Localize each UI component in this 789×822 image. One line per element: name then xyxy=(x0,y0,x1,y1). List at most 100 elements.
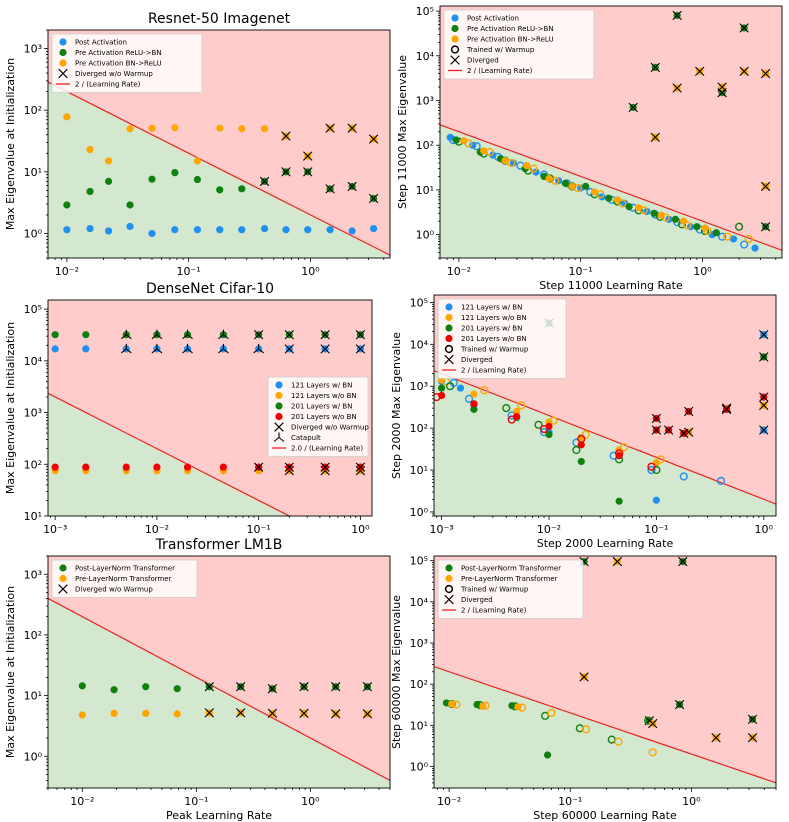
point-pre-activation-bn-relu-19 xyxy=(464,139,473,148)
legend-marker-4 xyxy=(444,594,454,605)
y-tick-label: 10⁵ xyxy=(410,296,428,309)
legend-marker-5 xyxy=(274,422,284,432)
point-121-layers-w-bn-6-catapult-mark xyxy=(253,343,265,354)
legend-marker-1 xyxy=(59,564,67,572)
point-pre-layernorm-transformer-11 xyxy=(547,708,556,718)
legend-marker-3 xyxy=(58,584,68,594)
threshold-line xyxy=(48,81,390,256)
point-201-layers-w-o-bn-3 xyxy=(153,463,161,471)
legend: Post-LayerNorm Transformer Pre-LayerNorm … xyxy=(437,559,584,619)
legend-label-2: Pre Activation ReLU->BN xyxy=(467,25,554,33)
legend-marker-2 xyxy=(59,48,67,57)
legend-label-5: 2 / (Learning Rate) xyxy=(461,607,527,615)
point-pre-activation-relu-bn-1 xyxy=(86,187,94,196)
legend-label-6: Catapult xyxy=(291,434,321,442)
point-121-layers-w-bn-1 xyxy=(456,384,465,392)
point-121-layers-w-bn-3-catapult-mark xyxy=(151,343,163,354)
point-post-activation-1 xyxy=(86,224,94,233)
point-201-layers-w-o-bn-16 xyxy=(577,434,586,444)
legend-label-5: Diverged xyxy=(467,57,499,65)
point-pre-activation-relu-bn-13-diverged-mark xyxy=(347,181,357,192)
point-pre-layernorm-transformer-1 xyxy=(110,709,118,717)
point-201-layers-w-o-bn-18 xyxy=(647,462,656,471)
point-201-layers-w-bn-1 xyxy=(82,331,90,339)
point-201-layers-w-o-bn-4 xyxy=(183,463,192,471)
x-tick-label: 10⁻¹ xyxy=(247,523,271,536)
point-201-layers-w-bn-3-catapult-mark xyxy=(151,329,163,340)
legend-box xyxy=(267,376,369,457)
point-pre-activation-bn-relu-31 xyxy=(723,232,732,241)
point-201-layers-w-o-bn-7-diverged-mark xyxy=(284,462,294,472)
legend: Post-LayerNorm Transformer Pre-LayerNorm … xyxy=(51,559,198,598)
legend-marker-5 xyxy=(450,55,460,65)
x-tick-label: 10⁰ xyxy=(351,523,370,536)
point-post-activation-10 xyxy=(282,226,290,234)
point-pre-activation-relu-bn-8 xyxy=(625,203,633,211)
point-pre-activation-relu-bn-4 xyxy=(148,175,156,183)
y-tick-label: 10⁰ xyxy=(416,229,435,242)
point-pre-activation-relu-bn-9-diverged-mark xyxy=(259,176,270,187)
point-121-layers-w-o-bn-9-diverged-mark xyxy=(759,400,769,411)
legend-label-1: Post-LayerNorm Transformer xyxy=(461,565,561,573)
point-post-activation-3 xyxy=(509,159,517,167)
point-201-layers-w-bn-6-diverged-mark xyxy=(253,330,264,340)
point-post-activation-27 xyxy=(717,232,727,241)
legend-label-1: Post Activation xyxy=(467,15,519,23)
point-pre-activation-bn-relu-27 xyxy=(639,206,648,215)
point-post-activation-8 xyxy=(238,226,246,234)
point-pre-layernorm-transformer-7-diverged-mark xyxy=(747,733,758,743)
point-pre-activation-relu-bn-5 xyxy=(561,179,570,187)
point-201-layers-w-bn-5 xyxy=(615,497,623,505)
point-post-activation-4 xyxy=(148,229,156,238)
point-pre-activation-bn-relu-3 xyxy=(126,125,134,133)
chart-panel-6: 10⁻² 10⁻¹ 10⁰ 10⁰ 10¹ 10² 10³ 10⁴ 10⁵ Step 60000 … xyxy=(390,555,777,822)
point-121-layers-w-o-bn-15 xyxy=(619,443,629,452)
x-axis-label: Step 2000 Learning Rate xyxy=(537,537,674,550)
y-tick-label: 10⁴ xyxy=(24,355,43,368)
threshold-line xyxy=(434,666,776,784)
point-201-layers-w-bn-9 xyxy=(502,404,511,413)
x-tick-label: 10⁻² xyxy=(70,795,94,808)
y-tick-label: 10³ xyxy=(410,637,428,650)
data-points xyxy=(51,329,366,476)
legend-marker-3 xyxy=(59,59,67,67)
plot-frame xyxy=(47,299,373,517)
x-tick-label: 10⁻¹ xyxy=(177,265,201,278)
point-post-layernorm-transformer-3 xyxy=(543,751,552,759)
point-pre-activation-relu-bn-10 xyxy=(671,215,680,223)
point-201-layers-w-bn-5-catapult-mark xyxy=(218,329,229,340)
legend: 121 Layers w/ BN 121 Layers w/o BN 201 Lay… xyxy=(267,376,369,457)
legend-label-7: 2.0 / (Learning Rate) xyxy=(291,445,363,453)
legend-marker-4 xyxy=(445,334,453,343)
x-tick-label: 10⁻² xyxy=(145,523,169,536)
legend-label-4: 201 Layers w/o BN xyxy=(461,335,527,343)
legend-marker-6 xyxy=(444,354,454,365)
x-axis-label: Step 60000 Learning Rate xyxy=(533,809,677,822)
point-pre-activation-relu-bn-14-diverged-mark xyxy=(368,193,379,204)
legend-label-4: 201 Layers w/o BN xyxy=(291,413,357,421)
point-pre-activation-bn-relu-21 xyxy=(507,158,516,168)
y-tick-label: 10³ xyxy=(24,568,42,581)
point-pre-activation-bn-relu-6 xyxy=(193,157,202,165)
point-post-layernorm-transformer-8-diverged-mark xyxy=(747,714,758,724)
chart-title: DenseNet Cifar-10 xyxy=(146,281,274,297)
point-post-layernorm-transformer-7-diverged-mark xyxy=(674,699,685,710)
stable-region xyxy=(48,393,290,516)
point-pre-activation-relu-bn-7 xyxy=(216,186,224,194)
point-121-layers-w-bn-8-diverged-mark xyxy=(759,425,769,435)
chart-panel-4: 10⁻³ 10⁻² 10⁻¹ 10⁰ 10⁰ 10¹ 10² 10³ 10⁴ 10⁵ Step 20… xyxy=(390,294,777,550)
y-tick-label: 10¹ xyxy=(416,184,434,197)
point-post-activation-3 xyxy=(126,222,134,231)
point-pre-layernorm-transformer-8-diverged-mark xyxy=(331,709,341,719)
y-tick-label: 10⁵ xyxy=(24,303,42,316)
point-201-layers-w-o-bn-5 xyxy=(615,452,623,460)
point-121-layers-w-bn-5-catapult-mark xyxy=(218,343,229,354)
x-tick-label: 10⁻¹ xyxy=(558,795,582,808)
data-points xyxy=(434,318,769,505)
point-pre-activation-bn-relu-20 xyxy=(485,148,495,157)
point-pre-layernorm-transformer-3 xyxy=(173,710,181,718)
point-121-layers-w-bn-18 xyxy=(716,476,726,486)
point-201-layers-w-o-bn-11-diverged-mark xyxy=(651,425,662,435)
point-pre-layernorm-transformer-10 xyxy=(517,703,527,712)
